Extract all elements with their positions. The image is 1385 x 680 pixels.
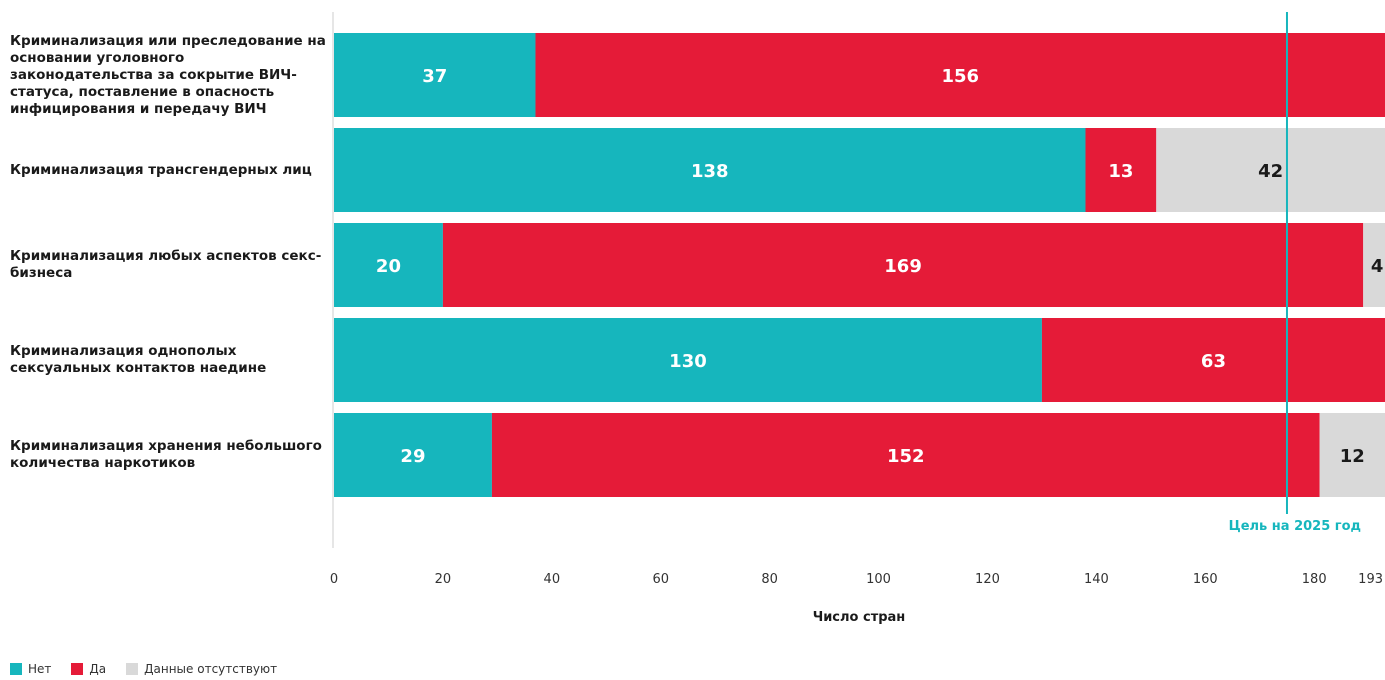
x-tick-label-8: 160 bbox=[1193, 572, 1218, 587]
legend-swatch-yes bbox=[71, 663, 84, 675]
x-tick-label-3: 60 bbox=[652, 572, 669, 587]
data-label-no-data-1: 42 bbox=[1258, 161, 1283, 182]
bar-no-0 bbox=[334, 33, 536, 117]
bar-yes-0 bbox=[535, 33, 1385, 117]
legend-item-no-data: Данные отсутствуют bbox=[126, 662, 277, 676]
x-tick-label-9: 180 bbox=[1302, 572, 1327, 587]
bar-no-3 bbox=[334, 318, 1042, 402]
data-label-no-data-4: 12 bbox=[1340, 446, 1365, 467]
bar-no-4 bbox=[334, 413, 492, 497]
legend: Нет Да Данные отсутствуют bbox=[10, 662, 277, 676]
category-label-4: Криминализация хранения небольшого колич… bbox=[10, 438, 322, 471]
data-label-yes-4: 152 bbox=[887, 446, 925, 467]
legend-swatch-no-data bbox=[126, 663, 139, 675]
x-tick-label-10: 193 bbox=[1358, 572, 1383, 587]
data-label-no-data-2: 4 bbox=[1371, 256, 1384, 277]
category-label-0: Криминализация или преследование на осно… bbox=[10, 32, 326, 117]
data-label-no-0: 37 bbox=[422, 66, 447, 87]
data-label-no-4: 29 bbox=[400, 446, 425, 467]
x-tick-label-6: 120 bbox=[975, 572, 1000, 587]
bar-no-data-4 bbox=[1319, 413, 1385, 497]
x-tick-label-7: 140 bbox=[1084, 572, 1109, 587]
bar-no-data-1 bbox=[1156, 128, 1385, 212]
category-label-3: Криминализация однополых сексуальных кон… bbox=[10, 343, 267, 376]
x-tick-label-1: 20 bbox=[435, 572, 452, 587]
data-label-yes-0: 156 bbox=[941, 66, 979, 87]
bar-no-2 bbox=[334, 223, 443, 307]
legend-label-no-data: Данные отсутствуют bbox=[144, 662, 278, 676]
bar-yes-2 bbox=[442, 223, 1364, 307]
data-label-no-2: 20 bbox=[376, 256, 401, 277]
legend-label-no: Нет bbox=[28, 662, 52, 676]
bar-no-data-2 bbox=[1363, 223, 1385, 307]
data-label-yes-2: 169 bbox=[884, 256, 922, 277]
data-label-yes-3: 63 bbox=[1201, 351, 1226, 372]
category-label-1: Криминализация трансгендерных лиц bbox=[10, 161, 312, 178]
x-tick-label-4: 80 bbox=[761, 572, 778, 587]
data-label-no-1: 138 bbox=[691, 161, 729, 182]
x-tick-label-0: 0 bbox=[330, 572, 338, 587]
legend-item-yes: Да bbox=[71, 662, 106, 676]
data-label-yes-1: 13 bbox=[1108, 161, 1133, 182]
bar-yes-3 bbox=[1041, 318, 1385, 402]
target-line-label: Цель на 2025 год bbox=[1228, 519, 1361, 534]
legend-item-no: Нет bbox=[10, 662, 51, 676]
x-axis-label: Число стран bbox=[812, 610, 906, 625]
category-label-2: Криминализация любых аспектов секс-бизне… bbox=[10, 248, 322, 281]
x-tick-label-2: 40 bbox=[544, 572, 561, 587]
bar-yes-4 bbox=[491, 413, 1320, 497]
bar-yes-1 bbox=[1085, 128, 1157, 212]
x-tick-label-5: 100 bbox=[866, 572, 891, 587]
legend-label-yes: Да bbox=[89, 662, 107, 676]
bar-no-1 bbox=[334, 128, 1086, 212]
legend-swatch-no bbox=[10, 663, 22, 675]
data-label-no-3: 130 bbox=[669, 351, 707, 372]
